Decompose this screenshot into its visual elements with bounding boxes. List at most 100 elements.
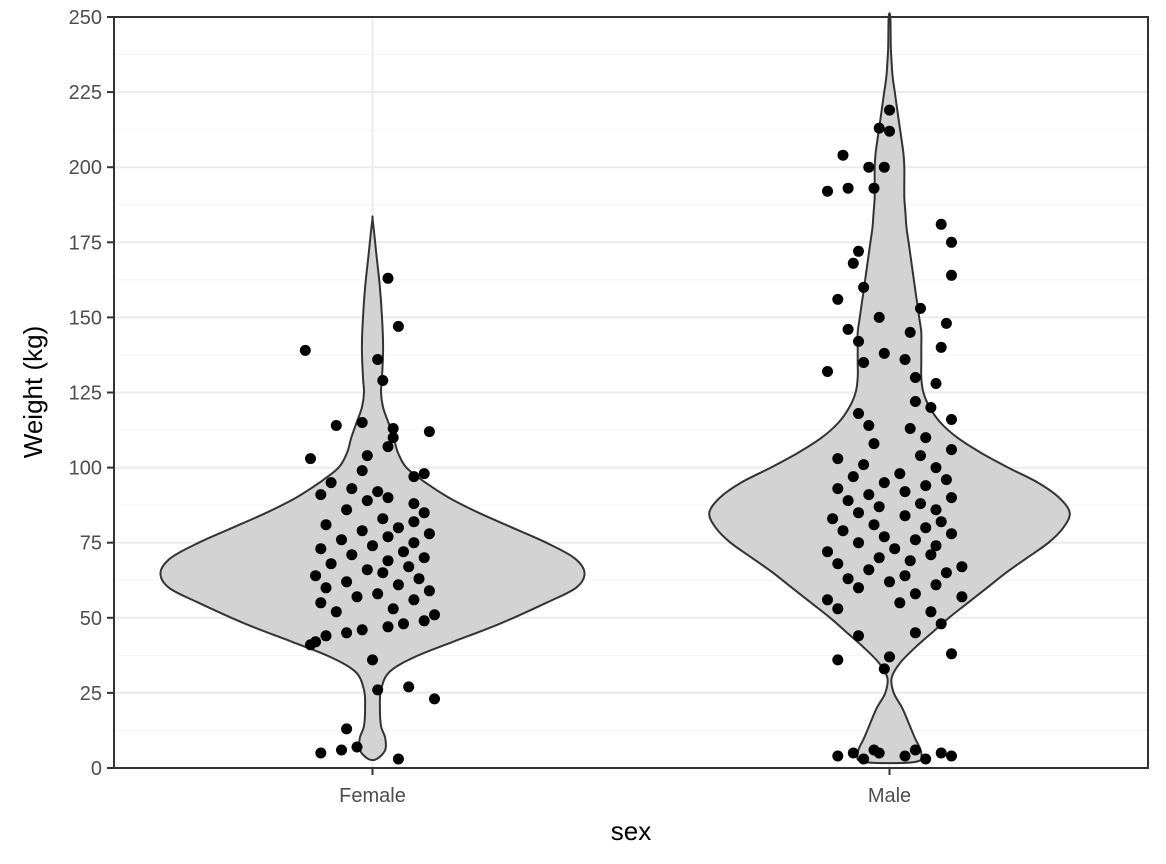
data-point-female — [403, 681, 415, 693]
data-point-female — [336, 744, 347, 756]
data-point-male — [832, 293, 844, 305]
data-point-female — [418, 507, 430, 519]
data-point-male — [935, 747, 947, 759]
data-point-male — [832, 483, 844, 495]
data-point-female — [351, 741, 363, 753]
y-tick-label: 50 — [80, 608, 102, 630]
data-point-female — [392, 579, 404, 591]
data-point-male — [899, 510, 911, 522]
data-point-female — [429, 693, 440, 705]
data-point-male — [899, 354, 911, 365]
data-point-male — [946, 236, 957, 248]
data-point-male — [822, 366, 833, 377]
y-tick-label: 125 — [69, 383, 102, 405]
data-point-male — [863, 161, 875, 173]
data-point-female — [356, 465, 368, 477]
data-point-female — [305, 453, 316, 465]
data-point-male — [853, 507, 864, 519]
data-point-female — [423, 585, 435, 597]
x-axis-title: sex — [611, 816, 651, 846]
y-tick-label: 150 — [69, 307, 102, 329]
data-point-male — [842, 323, 854, 335]
data-point-male — [909, 372, 921, 383]
data-point-male — [858, 753, 870, 765]
data-point-male — [946, 444, 957, 456]
data-point-female — [423, 528, 435, 540]
data-point-male — [920, 753, 932, 765]
data-point-male — [847, 747, 859, 759]
data-point-male — [899, 750, 911, 762]
data-point-male — [878, 663, 890, 675]
data-point-male — [853, 335, 864, 347]
data-point-female — [310, 636, 322, 648]
data-point-male — [935, 516, 947, 528]
data-point-female — [315, 747, 327, 759]
data-point-male — [863, 489, 875, 501]
data-point-female — [361, 450, 373, 462]
data-point-female — [382, 621, 394, 633]
y-tick-label: 75 — [80, 533, 102, 555]
data-point-female — [320, 519, 332, 531]
data-point-female — [367, 540, 378, 552]
data-point-female — [330, 420, 342, 431]
data-point-male — [946, 648, 957, 660]
data-point-female — [341, 627, 353, 639]
data-point-male — [909, 627, 921, 639]
data-point-male — [868, 519, 880, 531]
data-point-male — [853, 408, 864, 419]
data-point-male — [946, 492, 957, 504]
data-point-female — [320, 582, 332, 594]
data-point-male — [946, 269, 957, 281]
axes: 0 25 50 75 100 125 150 175 200 225 250 Female Male — [69, 7, 912, 807]
data-point-male — [920, 480, 932, 492]
data-point-male — [946, 528, 957, 540]
data-point-male — [956, 591, 968, 603]
data-point-female — [387, 423, 399, 434]
data-point-female — [418, 615, 430, 627]
data-point-male — [873, 122, 885, 134]
data-point-male — [920, 522, 932, 534]
data-point-male — [858, 459, 870, 471]
y-tick-label: 200 — [69, 157, 102, 179]
data-point-male — [909, 588, 921, 600]
data-point-male — [842, 495, 854, 507]
data-point-male — [884, 576, 895, 588]
data-point-female — [320, 630, 332, 642]
data-point-male — [930, 504, 942, 516]
data-point-male — [930, 462, 942, 474]
data-point-female — [408, 498, 420, 510]
data-point-male — [956, 561, 968, 573]
data-point-female — [392, 320, 404, 332]
data-point-female — [361, 564, 373, 576]
data-point-female — [367, 654, 378, 666]
data-point-male — [899, 486, 911, 498]
data-point-male — [853, 582, 864, 594]
data-point-male — [873, 501, 885, 513]
data-point-female — [398, 546, 409, 558]
data-point-male — [853, 537, 864, 549]
data-point-female — [315, 543, 327, 555]
data-point-male — [822, 185, 833, 197]
data-point-male — [873, 311, 885, 323]
data-point-male — [935, 218, 947, 230]
data-point-male — [842, 573, 854, 585]
data-point-female — [341, 723, 353, 735]
data-point-male — [909, 396, 921, 407]
data-point-female — [310, 570, 322, 582]
data-point-male — [925, 402, 937, 413]
data-point-female — [315, 489, 327, 501]
data-point-male — [940, 474, 952, 486]
data-point-female — [382, 531, 394, 543]
data-point-female — [336, 534, 347, 546]
data-point-male — [930, 540, 942, 552]
data-point-male — [894, 597, 906, 609]
data-point-male — [868, 744, 880, 756]
data-point-male — [878, 531, 890, 543]
y-tick-label: 25 — [80, 683, 102, 705]
data-point-female — [372, 486, 384, 498]
data-point-male — [930, 378, 942, 389]
data-point-male — [946, 750, 957, 762]
data-point-female — [356, 525, 368, 537]
data-point-male — [946, 414, 957, 425]
